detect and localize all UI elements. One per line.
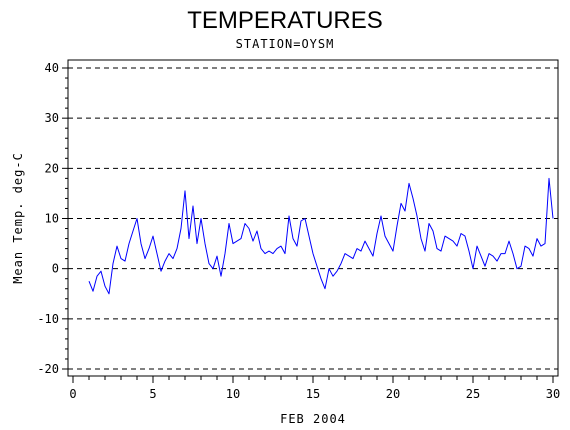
temperature-series-line [88, 177, 554, 295]
x-tick-label: 15 [306, 387, 320, 401]
x-tick-label: 20 [386, 387, 400, 401]
chart-subtitle: STATION=OYSM [236, 37, 335, 51]
y-tick-label: 0 [52, 262, 59, 276]
y-axis-label: Mean Temp. deg-C [11, 152, 25, 284]
x-tick-label: 0 [69, 387, 76, 401]
grid-lines [68, 67, 558, 370]
x-tick-label: 30 [546, 387, 560, 401]
x-tick-label: 5 [149, 387, 156, 401]
series-layer [88, 177, 554, 295]
y-tick-label: 20 [45, 161, 59, 175]
x-tick-label: 10 [226, 387, 240, 401]
chart-title: TEMPERATURES [187, 7, 383, 34]
y-tick-label: 40 [45, 61, 59, 75]
x-axis-label: FEB 2004 [280, 412, 346, 426]
y-tick-label: 10 [45, 212, 59, 226]
y-tick-label: 30 [45, 111, 59, 125]
x-tick-label: 25 [466, 387, 480, 401]
axes: -20 -10 0 10 20 30 40 0 5 10 15 20 25 30 [37, 61, 560, 401]
y-tick-label: -10 [37, 312, 59, 326]
y-tick-label: -20 [37, 362, 59, 376]
